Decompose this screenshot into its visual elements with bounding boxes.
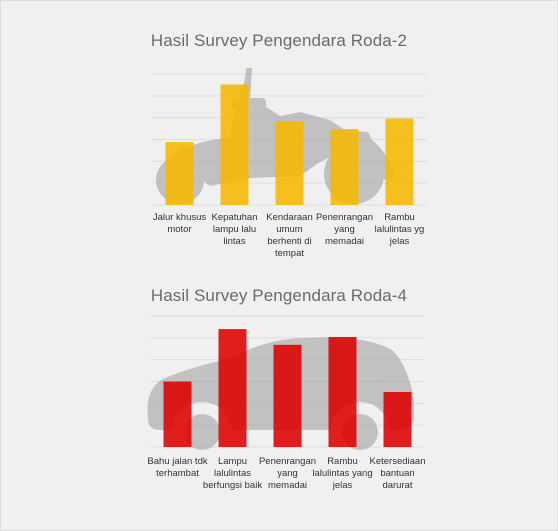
chart1-bar [165, 142, 194, 205]
chart1-category-label: Kepatuhan lampu lalu lintas [211, 212, 258, 247]
chart1-bar [330, 129, 359, 205]
chart2-category-label: Rambu lalulintas yang jelas [312, 456, 373, 491]
chart2-bar [273, 344, 302, 447]
chart1-bar [385, 118, 414, 205]
chart2-title: Hasil Survey Pengendara Roda-4 [150, 286, 408, 305]
chart2-category-label: Bahu jalan tdk terhambat [147, 456, 208, 479]
chart2-bar [328, 336, 357, 447]
chart1-bar [275, 121, 304, 205]
chart2-bar [163, 381, 192, 447]
chart1-category-label: Penenrangan yang memadai [315, 212, 374, 247]
chart1-title: Hasil Survey Pengendara Roda-2 [150, 31, 408, 50]
chart2-category-label: Ketersediaan bantuan darurat [369, 456, 426, 491]
chart1-category-label: Jalur khusus motor [152, 212, 207, 235]
chart2-bar [218, 329, 247, 447]
chart1-bar [220, 84, 249, 205]
chart2-bar [383, 391, 412, 447]
chart1-category-label: Rambu lalulintas yg jelas [374, 212, 425, 247]
chart1-category-label: Kendaraan umum berhenti di tempat [266, 212, 313, 259]
chart2-category-label: Lampu lalulintas berfungsi baik [202, 456, 263, 491]
chart2-category-label: Penenrangan yang memadai [258, 456, 317, 491]
